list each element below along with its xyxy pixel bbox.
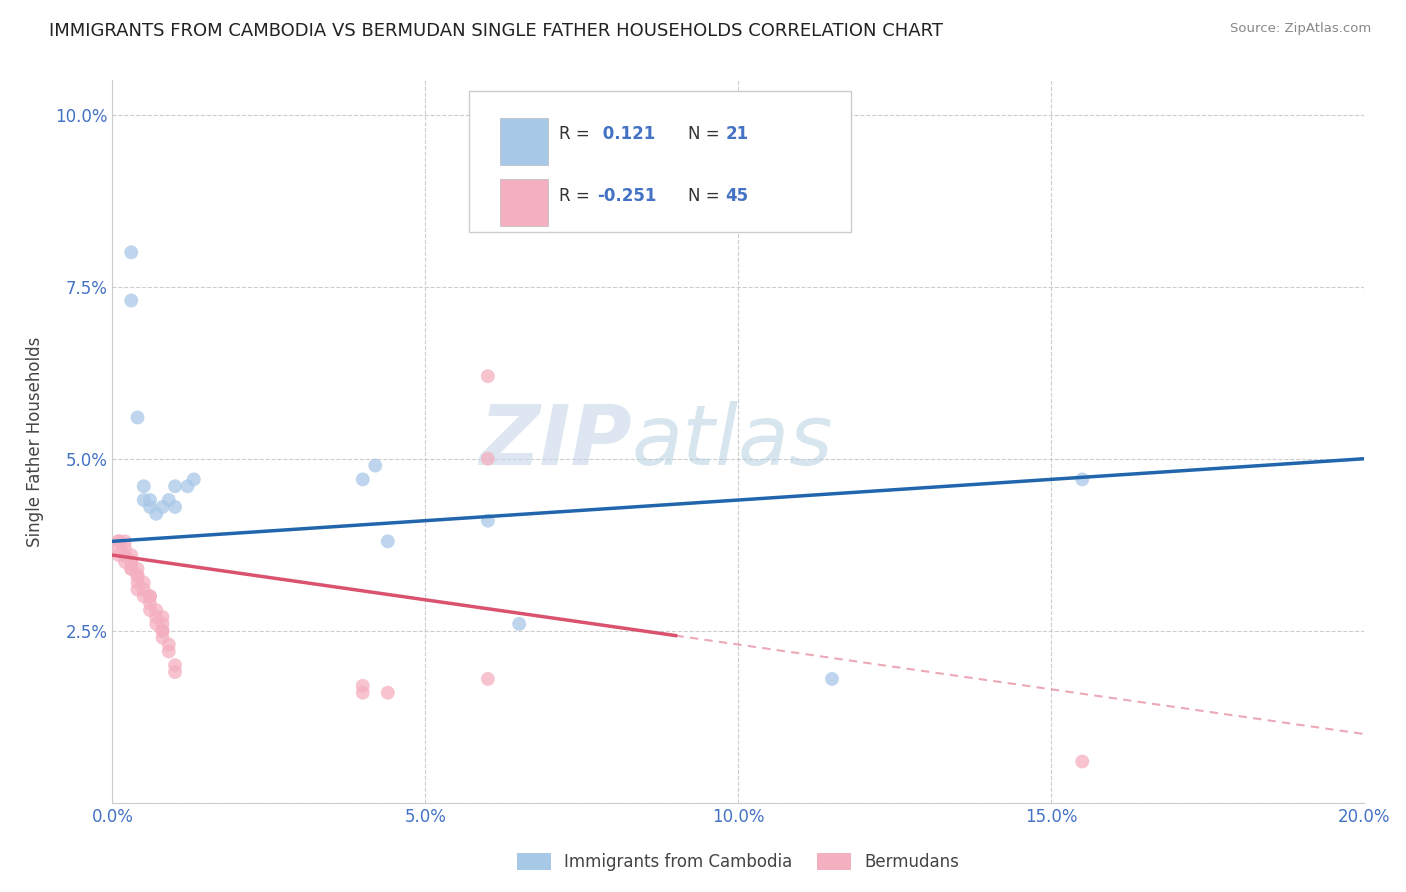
Point bbox=[145, 616, 167, 631]
Point bbox=[120, 548, 142, 562]
Point bbox=[377, 686, 399, 700]
Point bbox=[352, 686, 374, 700]
Point bbox=[364, 458, 387, 473]
Point bbox=[377, 534, 399, 549]
Point bbox=[139, 590, 162, 604]
Point bbox=[152, 631, 174, 645]
Point bbox=[139, 493, 162, 508]
Point bbox=[152, 500, 174, 514]
Point bbox=[114, 541, 136, 556]
Point bbox=[163, 658, 186, 673]
Text: atlas: atlas bbox=[631, 401, 834, 482]
Point bbox=[477, 369, 499, 384]
Text: -0.251: -0.251 bbox=[596, 187, 657, 205]
Point bbox=[152, 624, 174, 638]
Point bbox=[152, 624, 174, 638]
Point bbox=[145, 610, 167, 624]
Text: 0.121: 0.121 bbox=[596, 126, 655, 144]
Point bbox=[127, 568, 149, 582]
FancyBboxPatch shape bbox=[470, 91, 851, 232]
Point bbox=[163, 500, 186, 514]
Point bbox=[352, 472, 374, 486]
Point bbox=[120, 555, 142, 569]
Point bbox=[152, 616, 174, 631]
Legend: Immigrants from Cambodia, Bermudans: Immigrants from Cambodia, Bermudans bbox=[510, 846, 966, 878]
Point bbox=[821, 672, 844, 686]
Point bbox=[132, 493, 155, 508]
Text: 21: 21 bbox=[725, 126, 749, 144]
Point bbox=[107, 548, 129, 562]
Y-axis label: Single Father Households: Single Father Households bbox=[25, 336, 44, 547]
Text: R =: R = bbox=[560, 187, 595, 205]
Point bbox=[114, 534, 136, 549]
Point bbox=[132, 575, 155, 590]
Point bbox=[157, 638, 180, 652]
Point bbox=[163, 479, 186, 493]
Point bbox=[477, 514, 499, 528]
Text: Source: ZipAtlas.com: Source: ZipAtlas.com bbox=[1230, 22, 1371, 36]
Point bbox=[132, 479, 155, 493]
Point bbox=[107, 541, 129, 556]
FancyBboxPatch shape bbox=[501, 118, 548, 165]
Point bbox=[132, 582, 155, 597]
Text: IMMIGRANTS FROM CAMBODIA VS BERMUDAN SINGLE FATHER HOUSEHOLDS CORRELATION CHART: IMMIGRANTS FROM CAMBODIA VS BERMUDAN SIN… bbox=[49, 22, 943, 40]
Point bbox=[508, 616, 530, 631]
Point bbox=[352, 679, 374, 693]
Point bbox=[183, 472, 205, 486]
Text: 45: 45 bbox=[725, 187, 749, 205]
Point bbox=[120, 562, 142, 576]
Point bbox=[120, 562, 142, 576]
Point bbox=[107, 534, 129, 549]
Point bbox=[120, 555, 142, 569]
Point bbox=[127, 575, 149, 590]
Point bbox=[157, 493, 180, 508]
Text: ZIP: ZIP bbox=[479, 401, 631, 482]
Text: N =: N = bbox=[688, 187, 725, 205]
Point bbox=[163, 665, 186, 679]
Point bbox=[176, 479, 198, 493]
Point bbox=[145, 603, 167, 617]
Point bbox=[132, 590, 155, 604]
Point bbox=[114, 555, 136, 569]
Point bbox=[139, 500, 162, 514]
Point bbox=[139, 603, 162, 617]
Point bbox=[114, 548, 136, 562]
Point bbox=[127, 562, 149, 576]
Text: R =: R = bbox=[560, 126, 595, 144]
Point bbox=[120, 293, 142, 308]
Point bbox=[120, 245, 142, 260]
Point bbox=[127, 568, 149, 582]
Point bbox=[114, 548, 136, 562]
Point bbox=[127, 582, 149, 597]
Point bbox=[145, 507, 167, 521]
Point bbox=[477, 672, 499, 686]
Point bbox=[1071, 755, 1094, 769]
FancyBboxPatch shape bbox=[501, 179, 548, 227]
Point bbox=[1071, 472, 1094, 486]
Point bbox=[107, 534, 129, 549]
Point bbox=[139, 596, 162, 610]
Point bbox=[477, 451, 499, 466]
Point bbox=[152, 610, 174, 624]
Point bbox=[157, 644, 180, 658]
Text: N =: N = bbox=[688, 126, 725, 144]
Point bbox=[139, 590, 162, 604]
Point bbox=[127, 410, 149, 425]
